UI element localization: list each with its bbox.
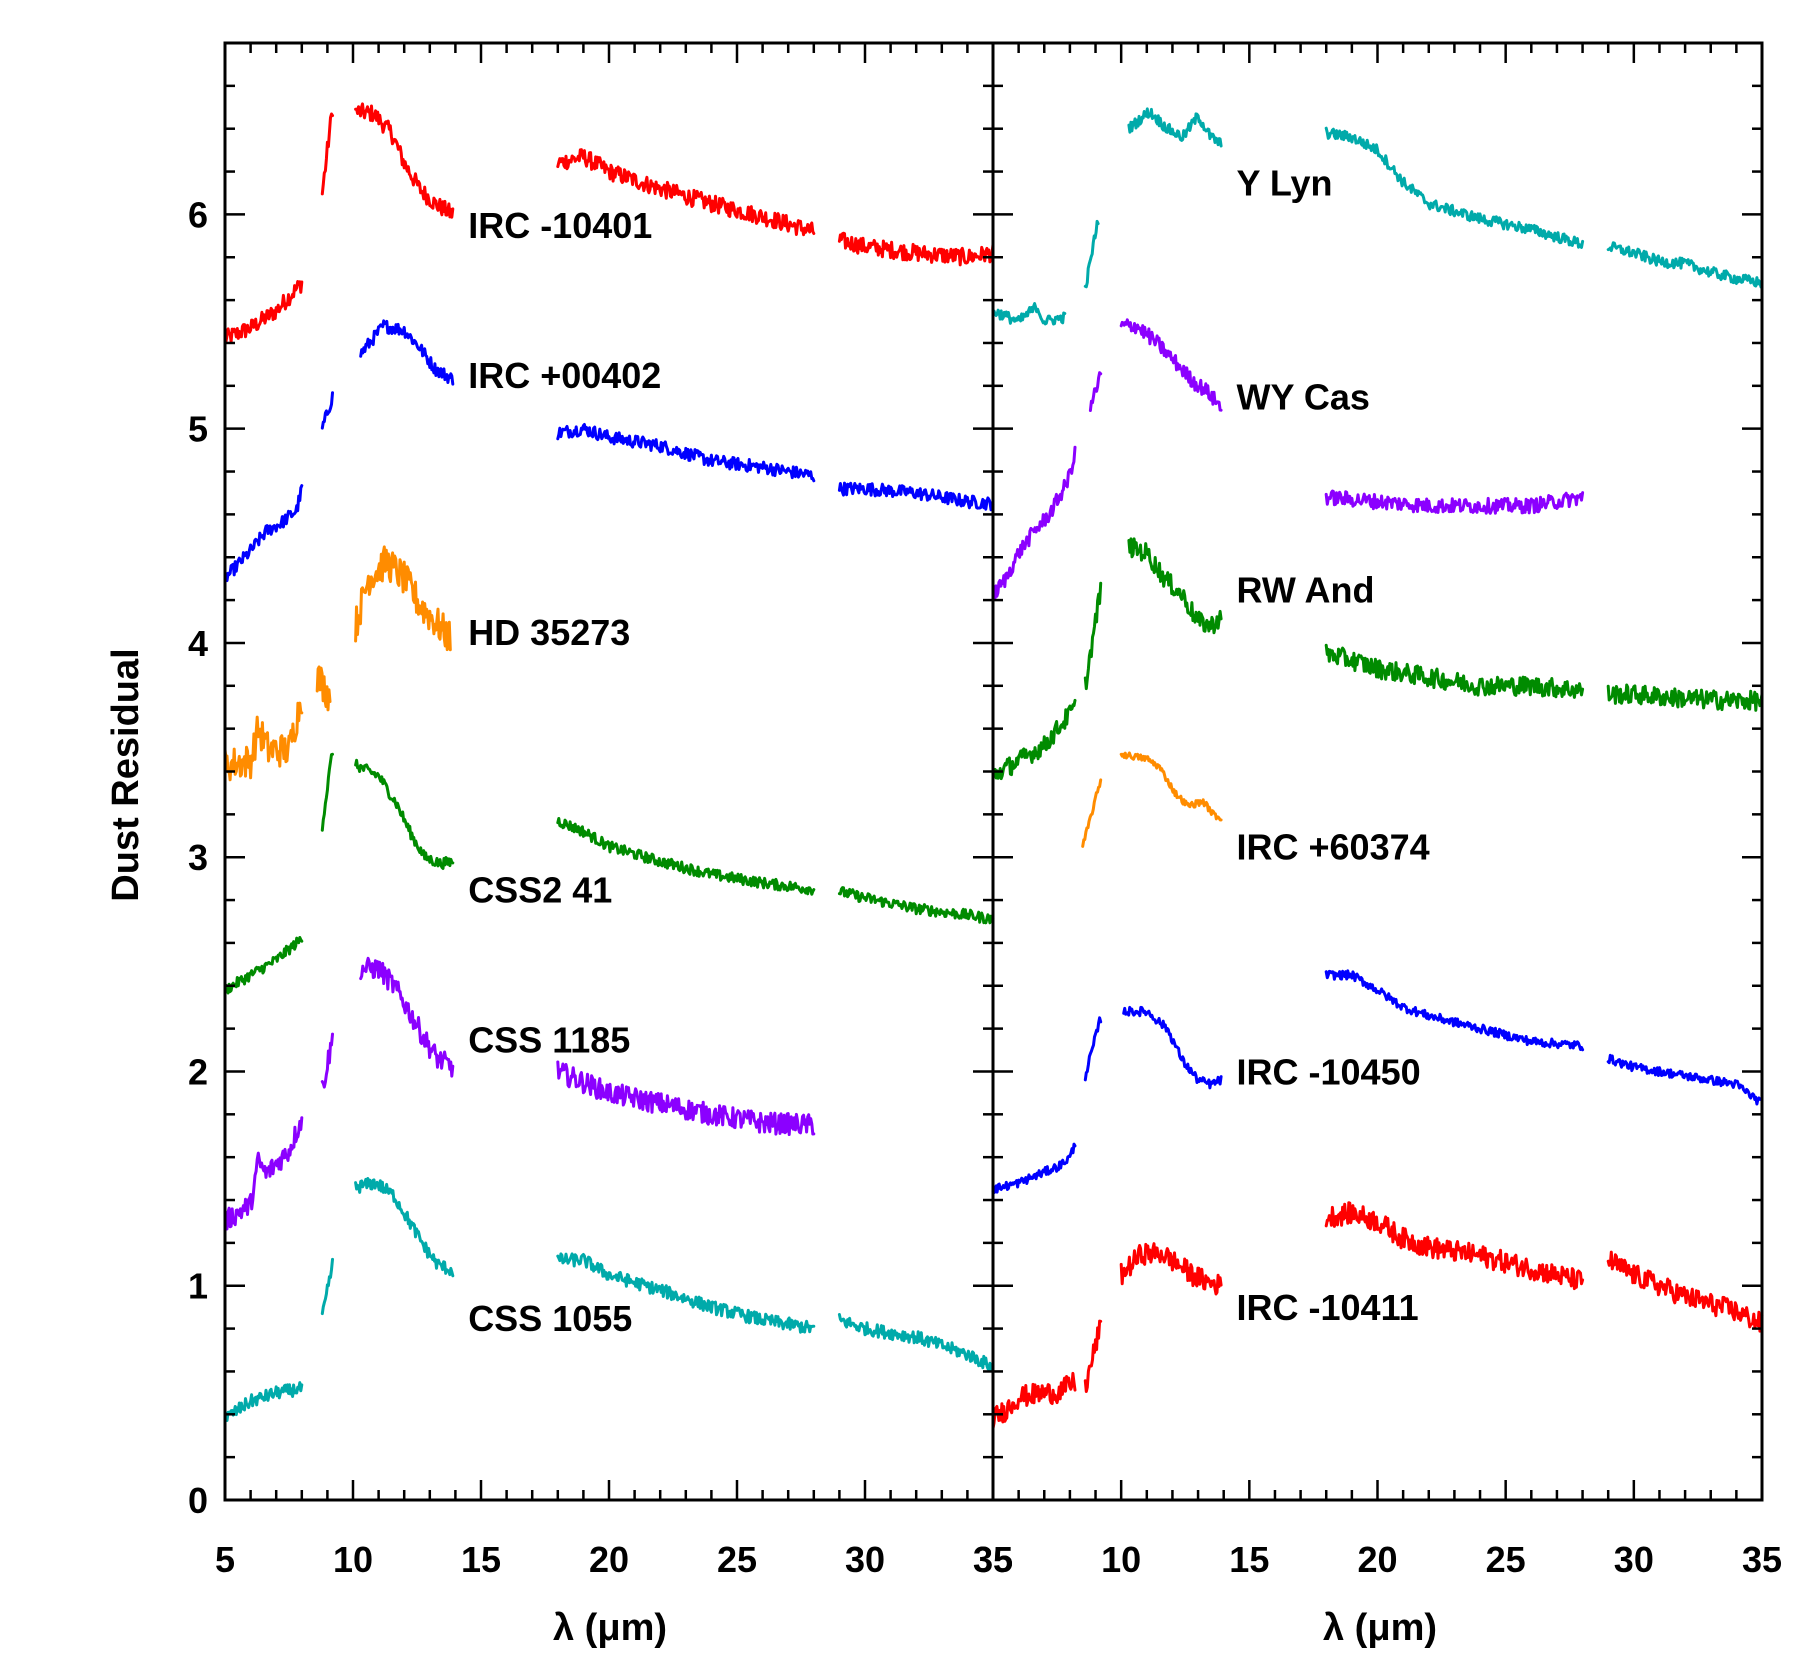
spectrum-left-0 (223, 102, 995, 344)
y-tick-label: 6 (188, 194, 208, 235)
x-tick-label: 5 (215, 1539, 235, 1580)
y-tick-label: 1 (188, 1266, 208, 1307)
series-label: IRC -10450 (1237, 1051, 1421, 1092)
x-tick-label: 15 (1229, 1539, 1269, 1580)
x-tick-label: 30 (845, 1539, 885, 1580)
series-label: CSS 1185 (468, 1019, 630, 1060)
panel-frame-left (223, 41, 995, 1502)
spectrum-left-5 (223, 1177, 995, 1422)
y-tick-label: 0 (188, 1480, 208, 1521)
spectrum-left-2 (223, 545, 452, 782)
x-tick-label: 10 (333, 1539, 373, 1580)
x-tick-label: 15 (461, 1539, 501, 1580)
series-label: IRC +60374 (1237, 826, 1430, 867)
series-label: RW And (1237, 569, 1375, 610)
spectrum-left-1 (223, 319, 995, 583)
y-tick-label: 4 (188, 623, 208, 664)
spectrum-left-4 (223, 956, 816, 1231)
plot-area: 5 10 15 20 25 30 35 0 1 2 3 4 5 6 IRC -10401 IRC +00402… (188, 41, 1782, 1580)
spectrum-left-3 (223, 752, 995, 995)
spectrum-right-1 (991, 318, 1585, 600)
x-tick-label: 25 (717, 1539, 757, 1580)
x-tick-label: 20 (589, 1539, 629, 1580)
x-tick-label: 35 (1742, 1539, 1782, 1580)
x-tick-label: 30 (1614, 1539, 1654, 1580)
panel-right: 35 10 15 20 25 30 35 Y Lyn WY Cas RW And IRC +6037… (973, 41, 1782, 1580)
y-tick-label: 3 (188, 837, 208, 878)
y-tick-label: 2 (188, 1051, 208, 1092)
series-label: WY Cas (1237, 377, 1370, 418)
series-label: CSS 1055 (468, 1298, 632, 1339)
spectrum-right-3 (1081, 751, 1223, 848)
x-tick-label: 10 (1101, 1539, 1141, 1580)
series-label: IRC -10411 (1237, 1287, 1419, 1328)
panel-left: 5 10 15 20 25 30 35 0 1 2 3 4 5 6 IRC -10401 IRC +00402… (188, 41, 1013, 1580)
spectrum-right-4 (991, 969, 1764, 1195)
x-axis-title-right: λ (μm) (1323, 1607, 1437, 1649)
x-tick-label: 35 (973, 1539, 1013, 1580)
spectrum-right-0 (991, 107, 1764, 326)
spectrum-right-5 (991, 1201, 1764, 1430)
series-label: HD 35273 (468, 612, 630, 653)
y-axis-title: Dust Residual (105, 648, 147, 901)
y-tick-label: 5 (188, 409, 208, 450)
x-tick-label: 20 (1357, 1539, 1397, 1580)
spectrum-right-2 (991, 537, 1764, 781)
x-tick-label: 35 (973, 1539, 1013, 1580)
series-label: CSS2 41 (468, 869, 612, 910)
x-tick-label: 25 (1486, 1539, 1526, 1580)
series-label: IRC +00402 (468, 355, 661, 396)
x-axis-title-left: λ (μm) (553, 1607, 667, 1649)
series-label: IRC -10401 (468, 205, 652, 246)
series-label: Y Lyn (1237, 162, 1333, 203)
